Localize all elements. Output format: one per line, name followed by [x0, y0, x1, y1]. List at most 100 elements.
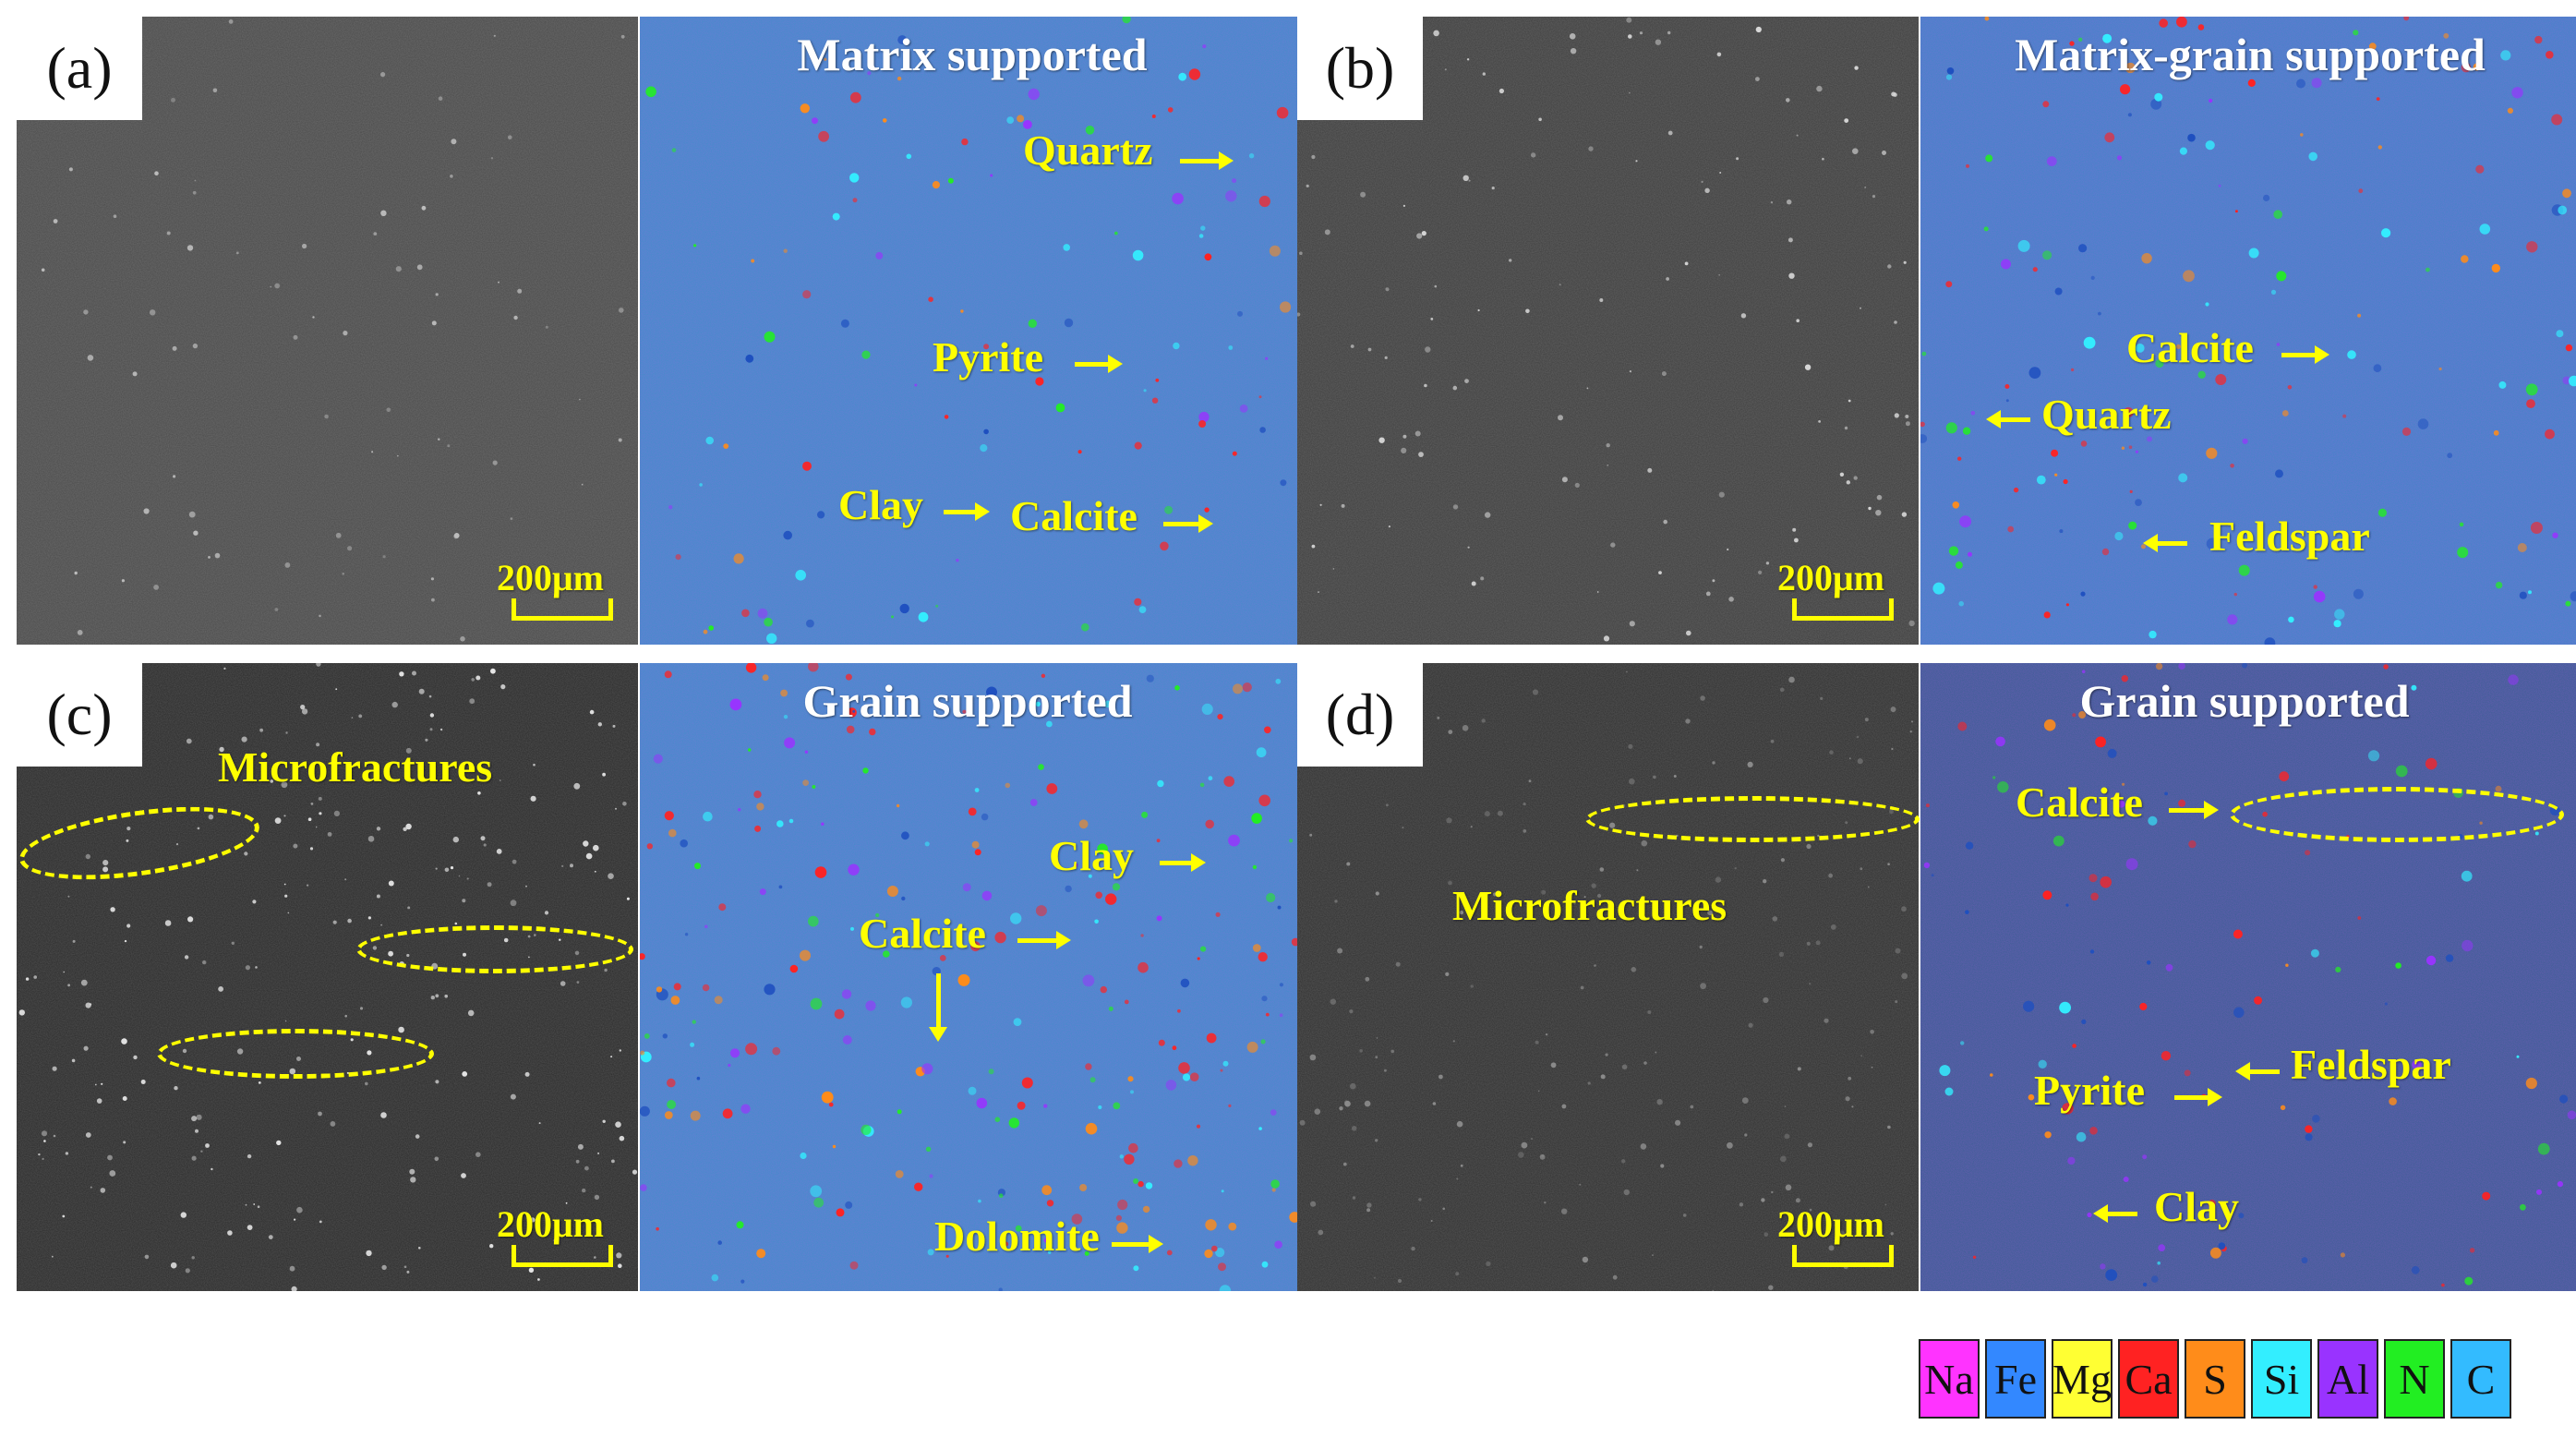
texture-speck: [435, 994, 439, 998]
texture-speck: [444, 994, 449, 998]
texture-dot: [2083, 336, 2096, 349]
texture-dot: [1256, 747, 1267, 758]
texture-speck: [1768, 1285, 1774, 1290]
texture-dot: [2067, 1156, 2076, 1165]
texture-dot: [2072, 713, 2076, 718]
texture-speck: [200, 1150, 203, 1153]
texture-dot: [1189, 1072, 1199, 1081]
texture-speck: [1385, 287, 1390, 292]
texture-dot: [2078, 37, 2083, 42]
texture-speck: [435, 867, 438, 870]
texture-dot: [2562, 188, 2571, 199]
annotation-quartz-b: Quartz: [2041, 391, 2172, 438]
texture-dot: [1178, 72, 1187, 81]
texture-dot: [1211, 1245, 1218, 1252]
texture-speck: [1755, 77, 1760, 81]
texture-dot: [2493, 429, 2499, 436]
texture-dot: [1228, 345, 1234, 350]
texture-dot: [1932, 582, 1945, 595]
texture-speck: [1734, 867, 1737, 870]
texture-dot: [861, 1124, 872, 1135]
texture-speck: [1905, 415, 1909, 418]
texture-speck: [342, 573, 345, 575]
arrow-dolomite-c: [1112, 1235, 1163, 1253]
texture-speck: [1901, 512, 1908, 517]
texture-speck: [101, 1082, 103, 1085]
texture-dot: [808, 915, 819, 927]
texture-dot: [1017, 115, 1025, 123]
texture-speck: [611, 1159, 615, 1164]
texture-speck: [1845, 1096, 1850, 1102]
sem-specks-c: [18, 663, 638, 1291]
texture-speck: [1561, 477, 1568, 483]
texture-speck: [74, 571, 78, 575]
texture-speck: [1442, 1207, 1445, 1211]
texture-dot: [2205, 302, 2209, 307]
texture-speck: [1573, 902, 1576, 905]
texture-dot: [2183, 270, 2195, 283]
texture-speck: [77, 630, 83, 635]
texture-dot: [1155, 378, 1160, 382]
texture-speck: [1452, 385, 1458, 391]
texture-dot: [1202, 44, 1207, 49]
texture-dot: [1258, 794, 1270, 807]
texture-speck: [1448, 730, 1453, 734]
texture-dot: [2127, 113, 2132, 117]
texture-dot: [764, 331, 776, 343]
texture-speck: [301, 708, 308, 715]
texture-speck: [315, 826, 318, 828]
texture-speck: [191, 1116, 198, 1122]
texture-speck: [428, 694, 432, 698]
texture-dot: [2157, 1261, 2161, 1265]
texture-dot: [2007, 525, 2015, 533]
texture-speck: [1311, 544, 1316, 549]
texture-dot: [2238, 564, 2250, 576]
texture-dot: [1965, 910, 1969, 914]
texture-speck: [1839, 472, 1845, 477]
sem-image-d: [1297, 663, 1919, 1291]
texture-speck: [525, 885, 527, 888]
texture-dot: [901, 896, 906, 901]
texture-dot: [2383, 664, 2389, 670]
texture-speck: [1667, 30, 1671, 35]
texture-dot: [1116, 1222, 1128, 1234]
texture-dot: [1201, 703, 1213, 715]
texture-speck: [1890, 706, 1896, 713]
texture-dot: [2545, 429, 2555, 440]
arrow-quartz-b: [1986, 410, 2030, 429]
texture-speck: [381, 1264, 387, 1271]
texture-dot: [1041, 673, 1046, 678]
texture-speck: [1860, 307, 1861, 309]
texture-speck: [294, 1218, 296, 1221]
texture-speck: [1433, 30, 1439, 37]
texture-speck: [1402, 827, 1404, 829]
texture-speck: [1425, 346, 1431, 353]
texture-dot: [897, 76, 902, 81]
texture-dot: [2121, 675, 2128, 682]
texture-speck: [1351, 1126, 1357, 1131]
texture-speck: [1864, 718, 1869, 722]
texture-dot: [802, 779, 809, 786]
texture-dot: [2154, 92, 2163, 102]
panel-label-b: (b): [1297, 17, 1423, 120]
scale-bar-d: [1792, 1245, 1894, 1267]
texture-dot: [2264, 637, 2276, 645]
texture-dot: [1046, 720, 1053, 728]
texture-speck: [438, 438, 440, 441]
texture-dot: [935, 604, 939, 608]
texture-dot: [2178, 799, 2186, 807]
texture-speck: [1402, 204, 1405, 207]
texture-speck: [218, 986, 224, 992]
texture-speck: [1491, 187, 1495, 190]
texture-dot: [1205, 1219, 1217, 1231]
texture-speck: [1631, 967, 1637, 972]
texture-dot: [2247, 78, 2256, 87]
texture-speck: [319, 1220, 322, 1224]
texture-speck: [429, 713, 435, 718]
texture-speck: [582, 1188, 586, 1193]
texture-speck: [1822, 157, 1824, 161]
texture-speck: [1558, 415, 1563, 421]
texture-dot: [1258, 195, 1270, 208]
texture-dot: [2469, 1248, 2475, 1253]
texture-dot: [2080, 441, 2088, 447]
